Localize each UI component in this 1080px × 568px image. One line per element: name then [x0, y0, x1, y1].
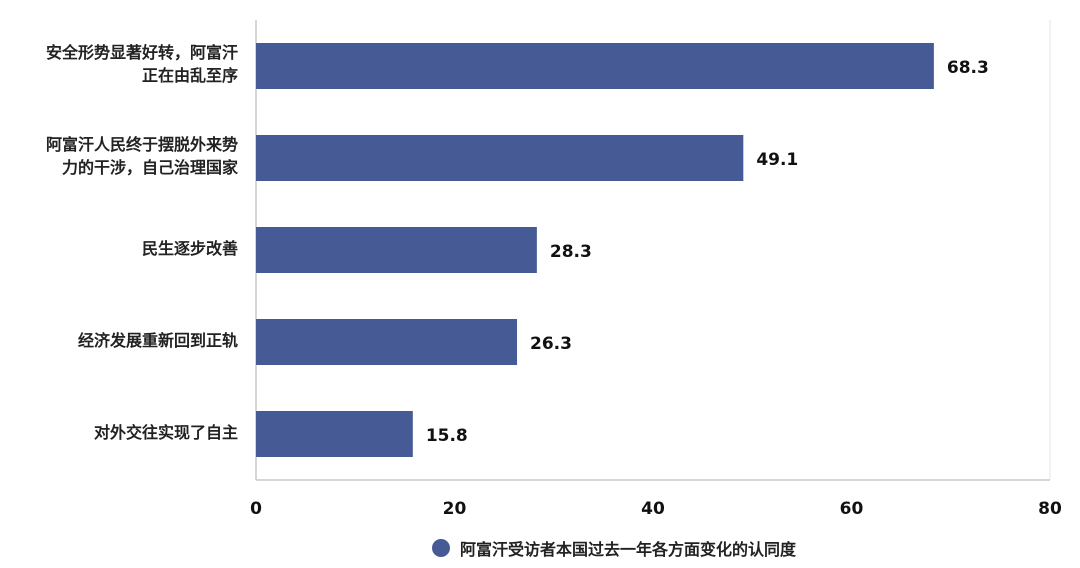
legend: 阿富汗受访者本国过去一年各方面变化的认同度 — [432, 536, 796, 560]
bar — [256, 227, 537, 273]
x-tick-label: 40 — [641, 499, 665, 519]
bar — [256, 319, 518, 365]
data-label: 15.8 — [426, 426, 468, 446]
category-label: 民生逐步改善 — [0, 237, 238, 260]
data-label: 26.3 — [530, 334, 572, 354]
category-label-line: 对外交往实现了自主 — [93, 422, 238, 442]
category-label: 对外交往实现了自主 — [0, 421, 238, 444]
category-label: 安全形势显著好转，阿富汗正在由乱至序 — [0, 41, 238, 87]
category-label-line: 民生逐步改善 — [141, 238, 238, 258]
bar — [256, 43, 934, 89]
legend-marker — [432, 539, 450, 557]
category-label: 经济发展重新回到正轨 — [0, 329, 238, 352]
category-label-line: 力的干涉，自己治理国家 — [61, 158, 238, 177]
category-label-line: 经济发展重新回到正轨 — [77, 330, 238, 350]
category-label-line: 正在由乱至序 — [141, 66, 238, 85]
x-tick-label: 0 — [250, 499, 262, 519]
bar — [256, 135, 744, 181]
data-label: 49.1 — [756, 150, 798, 170]
x-tick-label: 60 — [840, 499, 864, 519]
bar — [256, 411, 413, 457]
legend-label: 阿富汗受访者本国过去一年各方面变化的认同度 — [460, 540, 797, 559]
x-tick-label: 20 — [443, 499, 467, 519]
category-label: 阿富汗人民终于摆脱外来势力的干涉，自己治理国家 — [0, 133, 238, 179]
x-tick-label: 80 — [1038, 499, 1062, 519]
category-label-line: 阿富汗人民终于摆脱外来势 — [45, 135, 238, 154]
data-label: 68.3 — [947, 58, 989, 78]
data-label: 28.3 — [550, 242, 592, 262]
category-label-line: 安全形势显著好转，阿富汗 — [45, 43, 238, 62]
